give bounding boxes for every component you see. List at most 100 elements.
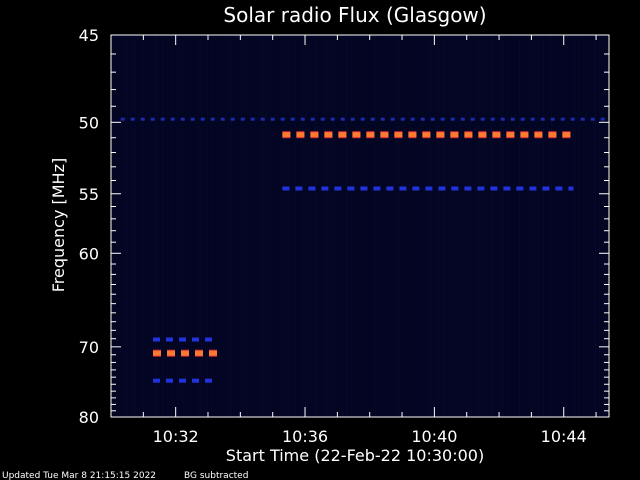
texture-column	[339, 35, 340, 417]
texture-column	[333, 35, 334, 417]
texture-column	[177, 35, 178, 417]
texture-column	[187, 35, 188, 417]
texture-column	[301, 35, 302, 417]
feature-dash	[153, 337, 160, 342]
feature-4	[153, 349, 217, 357]
texture-column	[407, 35, 408, 417]
texture-column	[469, 35, 470, 417]
feature-dash	[542, 186, 550, 191]
texture-column	[143, 35, 144, 417]
feature-dash	[570, 117, 575, 121]
feature-dash	[308, 186, 316, 191]
texture-column	[551, 35, 552, 417]
feature-dash	[548, 132, 557, 138]
texture-column	[489, 35, 490, 417]
feature-dash	[166, 337, 173, 342]
feature-dash	[425, 186, 433, 191]
texture-column	[435, 35, 436, 417]
footer-note: BG subtracted	[184, 471, 248, 480]
texture-column	[295, 35, 296, 417]
texture-column	[223, 35, 224, 417]
texture-column	[215, 35, 216, 417]
feature-dash	[334, 186, 342, 191]
feature-dash	[568, 186, 574, 191]
texture-column	[351, 35, 352, 417]
texture-column	[337, 35, 338, 417]
feature-dash	[438, 186, 446, 191]
texture-column	[145, 35, 146, 417]
texture-column	[451, 35, 452, 417]
texture-column	[247, 35, 248, 417]
feature-dash	[440, 117, 445, 121]
texture-column	[309, 35, 310, 417]
feature-dash	[205, 337, 212, 342]
texture-column	[347, 35, 348, 417]
feature-dash	[280, 117, 285, 121]
feature-dash	[140, 117, 145, 121]
texture-column	[335, 35, 336, 417]
feature-0	[120, 117, 605, 121]
texture-column	[535, 35, 536, 417]
texture-column	[165, 35, 166, 417]
texture-column	[571, 35, 572, 417]
feature-dash	[153, 378, 160, 383]
texture-column	[607, 35, 608, 417]
texture-column	[383, 35, 384, 417]
feature-dash	[320, 117, 325, 121]
texture-column	[281, 35, 282, 417]
texture-column	[135, 35, 136, 417]
feature-dash	[160, 117, 165, 121]
texture-column	[263, 35, 264, 417]
texture-column	[291, 35, 292, 417]
texture-column	[233, 35, 234, 417]
feature-dash	[470, 117, 475, 121]
feature-dash	[300, 117, 305, 121]
feature-dash	[394, 132, 403, 138]
texture-column	[459, 35, 460, 417]
texture-column	[353, 35, 354, 417]
texture-column	[511, 35, 512, 417]
texture-column	[487, 35, 488, 417]
texture-column	[315, 35, 316, 417]
feature-dash	[324, 132, 333, 138]
texture-column	[545, 35, 546, 417]
texture-column	[457, 35, 458, 417]
texture-column	[271, 35, 272, 417]
texture-column	[473, 35, 474, 417]
texture-column	[123, 35, 124, 417]
texture-column	[399, 35, 400, 417]
feature-dash	[430, 117, 435, 121]
texture-column	[367, 35, 368, 417]
feature-dash	[330, 117, 335, 121]
feature-dash	[321, 186, 329, 191]
texture-column	[375, 35, 376, 417]
texture-column	[171, 35, 172, 417]
feature-dash	[399, 186, 407, 191]
texture-column	[331, 35, 332, 417]
feature-dash	[153, 350, 161, 356]
texture-column	[523, 35, 524, 417]
texture-column	[397, 35, 398, 417]
feature-dash	[166, 378, 173, 383]
texture-column	[573, 35, 574, 417]
texture-column	[299, 35, 300, 417]
texture-column	[391, 35, 392, 417]
feature-dash	[192, 337, 199, 342]
texture-column	[129, 35, 130, 417]
texture-column	[267, 35, 268, 417]
texture-column	[213, 35, 214, 417]
texture-column	[505, 35, 506, 417]
feature-dash	[130, 117, 135, 121]
texture-column	[191, 35, 192, 417]
texture-column	[297, 35, 298, 417]
texture-column	[413, 35, 414, 417]
feature-dash	[260, 117, 265, 121]
feature-dash	[555, 186, 563, 191]
texture-column	[539, 35, 540, 417]
feature-dash	[360, 186, 368, 191]
texture-column	[449, 35, 450, 417]
texture-column	[393, 35, 394, 417]
texture-column	[605, 35, 606, 417]
feature-dash	[181, 350, 189, 356]
